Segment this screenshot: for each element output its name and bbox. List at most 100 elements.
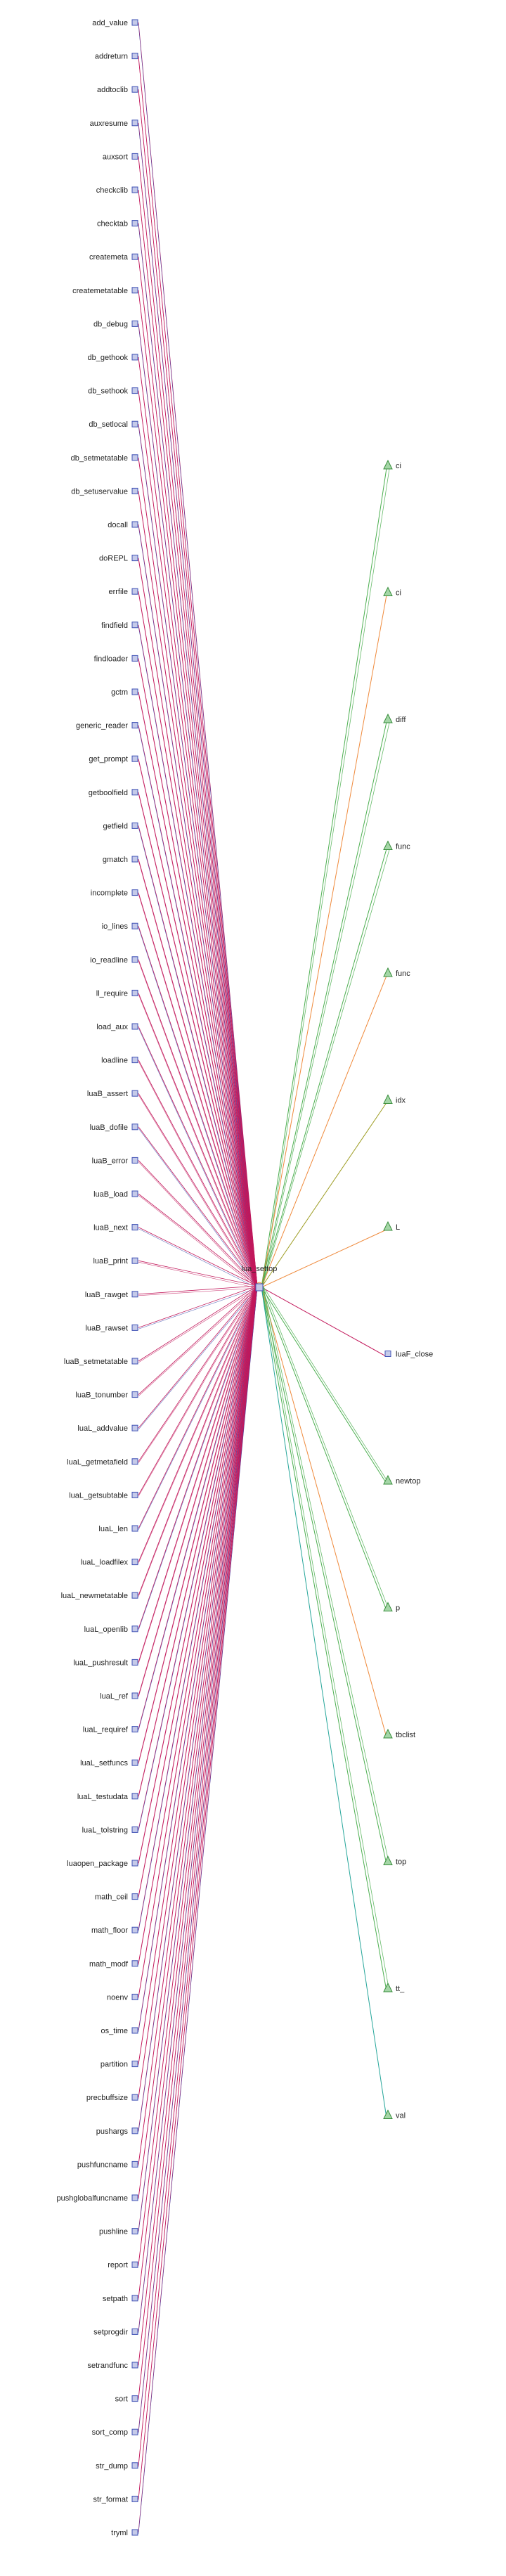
caller-node[interactable]: io_lines bbox=[102, 922, 138, 931]
node-square-icon[interactable] bbox=[131, 1090, 138, 1097]
node-square-icon[interactable] bbox=[131, 1726, 138, 1733]
node-square-icon[interactable] bbox=[131, 186, 138, 193]
caller-node[interactable]: math_modf bbox=[89, 1960, 138, 1969]
caller-node[interactable]: findloader bbox=[94, 655, 138, 663]
callee-node[interactable]: newtop bbox=[383, 1474, 420, 1486]
node-triangle-icon[interactable] bbox=[383, 713, 393, 723]
node-square-icon[interactable] bbox=[131, 622, 138, 629]
caller-node[interactable]: luaB_tonumber bbox=[75, 1391, 138, 1400]
node-square-icon[interactable] bbox=[131, 755, 138, 762]
node-square-icon[interactable] bbox=[131, 1458, 138, 1465]
node-square-icon[interactable] bbox=[131, 989, 138, 996]
callee-node[interactable]: func bbox=[383, 840, 410, 851]
node-square-icon[interactable] bbox=[131, 1157, 138, 1164]
caller-node[interactable]: luaL_tolstring bbox=[82, 1826, 138, 1834]
caller-node[interactable]: findfield bbox=[101, 622, 138, 630]
node-square-icon[interactable] bbox=[131, 1391, 138, 1398]
caller-node[interactable]: luaB_rawset bbox=[85, 1324, 138, 1332]
callee-node[interactable]: top bbox=[383, 1855, 406, 1867]
caller-node[interactable]: sort_comp bbox=[92, 2428, 138, 2437]
node-square-icon[interactable] bbox=[131, 889, 138, 896]
node-square-icon[interactable] bbox=[131, 655, 138, 662]
caller-node[interactable]: partition bbox=[100, 2061, 138, 2069]
caller-node[interactable]: luaB_next bbox=[93, 1224, 138, 1232]
node-triangle-icon[interactable] bbox=[383, 1728, 393, 1739]
node-square-icon[interactable] bbox=[131, 153, 138, 160]
node-square-icon[interactable] bbox=[131, 922, 138, 929]
node-square-icon[interactable] bbox=[131, 1592, 138, 1599]
node-square-icon[interactable] bbox=[131, 2328, 138, 2335]
node-square-icon[interactable] bbox=[131, 1860, 138, 1867]
caller-node[interactable]: luaL_requiref bbox=[83, 1726, 138, 1734]
node-square-icon[interactable] bbox=[131, 2529, 138, 2536]
node-square-icon[interactable] bbox=[131, 1291, 138, 1298]
callee-node[interactable]: idx bbox=[383, 1094, 406, 1105]
callee-node[interactable]: func bbox=[383, 967, 410, 978]
node-square-icon[interactable] bbox=[131, 86, 138, 93]
node-square-icon[interactable] bbox=[131, 1190, 138, 1197]
caller-node[interactable]: incomplete bbox=[91, 889, 138, 898]
caller-node[interactable]: gmatch bbox=[103, 856, 138, 864]
node-square-icon[interactable] bbox=[131, 2428, 138, 2435]
node-square-icon[interactable] bbox=[131, 2261, 138, 2268]
node-square-icon[interactable] bbox=[131, 2061, 138, 2068]
caller-node[interactable]: add_value bbox=[92, 19, 138, 27]
node-square-icon[interactable] bbox=[131, 1826, 138, 1833]
caller-node[interactable]: sort bbox=[115, 2395, 138, 2404]
node-triangle-icon[interactable] bbox=[383, 586, 393, 596]
node-square-icon[interactable] bbox=[131, 487, 138, 494]
node-square-icon[interactable] bbox=[131, 588, 138, 595]
node-square-icon[interactable] bbox=[131, 2094, 138, 2101]
node-triangle-icon[interactable] bbox=[383, 967, 393, 977]
node-square-icon[interactable] bbox=[131, 120, 138, 127]
caller-node[interactable]: luaL_setfuncs bbox=[80, 1759, 138, 1767]
caller-node[interactable]: getboolfield bbox=[89, 789, 138, 797]
caller-node[interactable]: gctm bbox=[111, 688, 138, 697]
node-square-icon[interactable] bbox=[131, 420, 138, 427]
node-square-icon[interactable] bbox=[131, 320, 138, 327]
node-square-icon[interactable] bbox=[131, 354, 138, 361]
node-triangle-icon[interactable] bbox=[383, 2109, 393, 2119]
node-square-icon[interactable] bbox=[131, 1559, 138, 1566]
node-square-icon[interactable] bbox=[131, 789, 138, 796]
node-square-icon[interactable] bbox=[131, 822, 138, 829]
callee-node[interactable]: ci bbox=[383, 586, 401, 598]
caller-node[interactable]: luaB_assert bbox=[87, 1090, 138, 1098]
caller-node[interactable]: luaL_pushresult bbox=[73, 1659, 138, 1667]
caller-node[interactable]: math_floor bbox=[91, 1926, 138, 1935]
caller-node[interactable]: addtoclib bbox=[97, 86, 138, 94]
node-triangle-icon[interactable] bbox=[383, 459, 393, 470]
node-square-icon[interactable] bbox=[131, 2395, 138, 2402]
node-square-icon[interactable] bbox=[131, 2495, 138, 2502]
node-square-icon[interactable] bbox=[131, 1257, 138, 1264]
caller-node[interactable]: getfield bbox=[103, 822, 138, 830]
node-square-icon[interactable] bbox=[131, 1659, 138, 1666]
node-triangle-icon[interactable] bbox=[383, 1982, 393, 1992]
caller-node[interactable]: pushfuncname bbox=[77, 2160, 138, 2169]
caller-node[interactable]: luaL_loadfilex bbox=[81, 1559, 138, 1567]
node-square-icon[interactable] bbox=[131, 1692, 138, 1699]
caller-node[interactable]: luaB_load bbox=[93, 1190, 138, 1199]
caller-node[interactable]: luaL_newmetatable bbox=[61, 1592, 138, 1600]
caller-node[interactable]: tryml bbox=[111, 2529, 138, 2537]
callee-node[interactable]: ci bbox=[383, 459, 401, 470]
caller-node[interactable]: db_setuservalue bbox=[71, 487, 138, 496]
caller-node[interactable]: str_format bbox=[93, 2495, 138, 2504]
caller-node[interactable]: db_debug bbox=[93, 320, 138, 328]
node-square-icon[interactable] bbox=[131, 2127, 138, 2134]
caller-node[interactable]: str_dump bbox=[96, 2462, 138, 2471]
caller-node[interactable]: luaL_addvalue bbox=[77, 1424, 138, 1433]
caller-node[interactable]: db_setmetatable bbox=[71, 454, 138, 463]
node-square-icon[interactable] bbox=[131, 2295, 138, 2302]
node-square-icon[interactable] bbox=[131, 220, 138, 227]
caller-node[interactable]: luaopen_package bbox=[67, 1860, 138, 1868]
node-square-icon[interactable] bbox=[131, 722, 138, 729]
caller-node[interactable]: addreturn bbox=[95, 53, 138, 61]
node-square-icon[interactable] bbox=[131, 2462, 138, 2469]
node-triangle-icon[interactable] bbox=[383, 1221, 393, 1231]
caller-node[interactable]: db_gethook bbox=[88, 354, 138, 362]
node-square-icon[interactable] bbox=[131, 1793, 138, 1800]
caller-node[interactable]: db_setlocal bbox=[89, 420, 138, 429]
node-triangle-icon[interactable] bbox=[383, 1094, 393, 1104]
caller-node[interactable]: setrandfunc bbox=[88, 2362, 138, 2370]
